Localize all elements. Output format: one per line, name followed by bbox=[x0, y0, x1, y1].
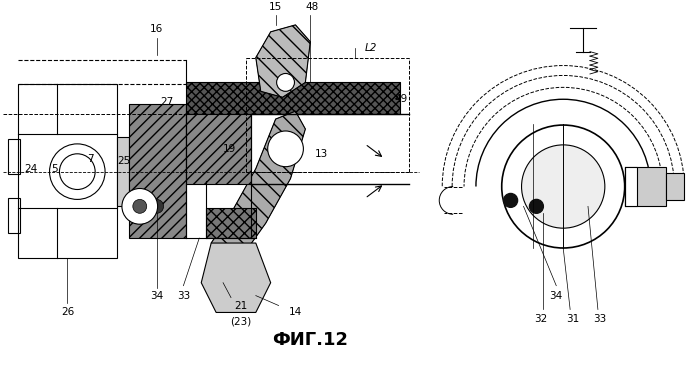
Text: 34: 34 bbox=[550, 291, 563, 301]
Text: 19: 19 bbox=[223, 144, 236, 154]
Text: 33: 33 bbox=[594, 315, 606, 324]
Circle shape bbox=[276, 73, 295, 91]
Text: 33: 33 bbox=[177, 291, 190, 301]
Circle shape bbox=[504, 193, 517, 207]
Circle shape bbox=[522, 145, 605, 228]
Polygon shape bbox=[256, 25, 310, 97]
Text: 34: 34 bbox=[150, 291, 163, 301]
Bar bbox=[666, 172, 684, 200]
Polygon shape bbox=[202, 243, 271, 312]
Text: 7: 7 bbox=[87, 154, 94, 164]
Bar bbox=[18, 84, 117, 258]
Circle shape bbox=[502, 125, 624, 248]
Text: 27: 27 bbox=[160, 97, 173, 107]
Text: 25: 25 bbox=[118, 156, 130, 166]
Bar bbox=[186, 83, 400, 114]
Circle shape bbox=[267, 131, 303, 167]
Text: 32: 32 bbox=[534, 315, 547, 324]
Text: L2: L2 bbox=[365, 43, 377, 53]
Text: 15: 15 bbox=[269, 2, 282, 12]
Circle shape bbox=[529, 199, 543, 213]
Bar bbox=[117, 137, 129, 206]
Text: 21: 21 bbox=[234, 301, 248, 310]
Polygon shape bbox=[211, 111, 305, 258]
Text: 26: 26 bbox=[61, 308, 74, 317]
Text: 24: 24 bbox=[24, 164, 37, 174]
Text: 49: 49 bbox=[395, 94, 408, 104]
Polygon shape bbox=[206, 208, 256, 238]
Text: 13: 13 bbox=[315, 149, 328, 159]
Text: ФИГ.12: ФИГ.12 bbox=[272, 331, 349, 349]
Text: 48: 48 bbox=[306, 2, 319, 12]
Bar bbox=[624, 167, 636, 206]
Bar bbox=[624, 167, 666, 206]
Bar bbox=[8, 139, 20, 174]
Text: 5: 5 bbox=[51, 164, 58, 174]
Polygon shape bbox=[129, 104, 186, 238]
Polygon shape bbox=[186, 114, 251, 184]
Text: 16: 16 bbox=[150, 24, 163, 34]
Text: (23): (23) bbox=[230, 316, 251, 326]
Bar bbox=[186, 83, 400, 114]
Text: 14: 14 bbox=[289, 308, 302, 317]
Text: 31: 31 bbox=[566, 315, 580, 324]
Bar bbox=[8, 199, 20, 233]
Circle shape bbox=[122, 189, 158, 224]
Circle shape bbox=[150, 199, 164, 213]
Circle shape bbox=[133, 199, 147, 213]
